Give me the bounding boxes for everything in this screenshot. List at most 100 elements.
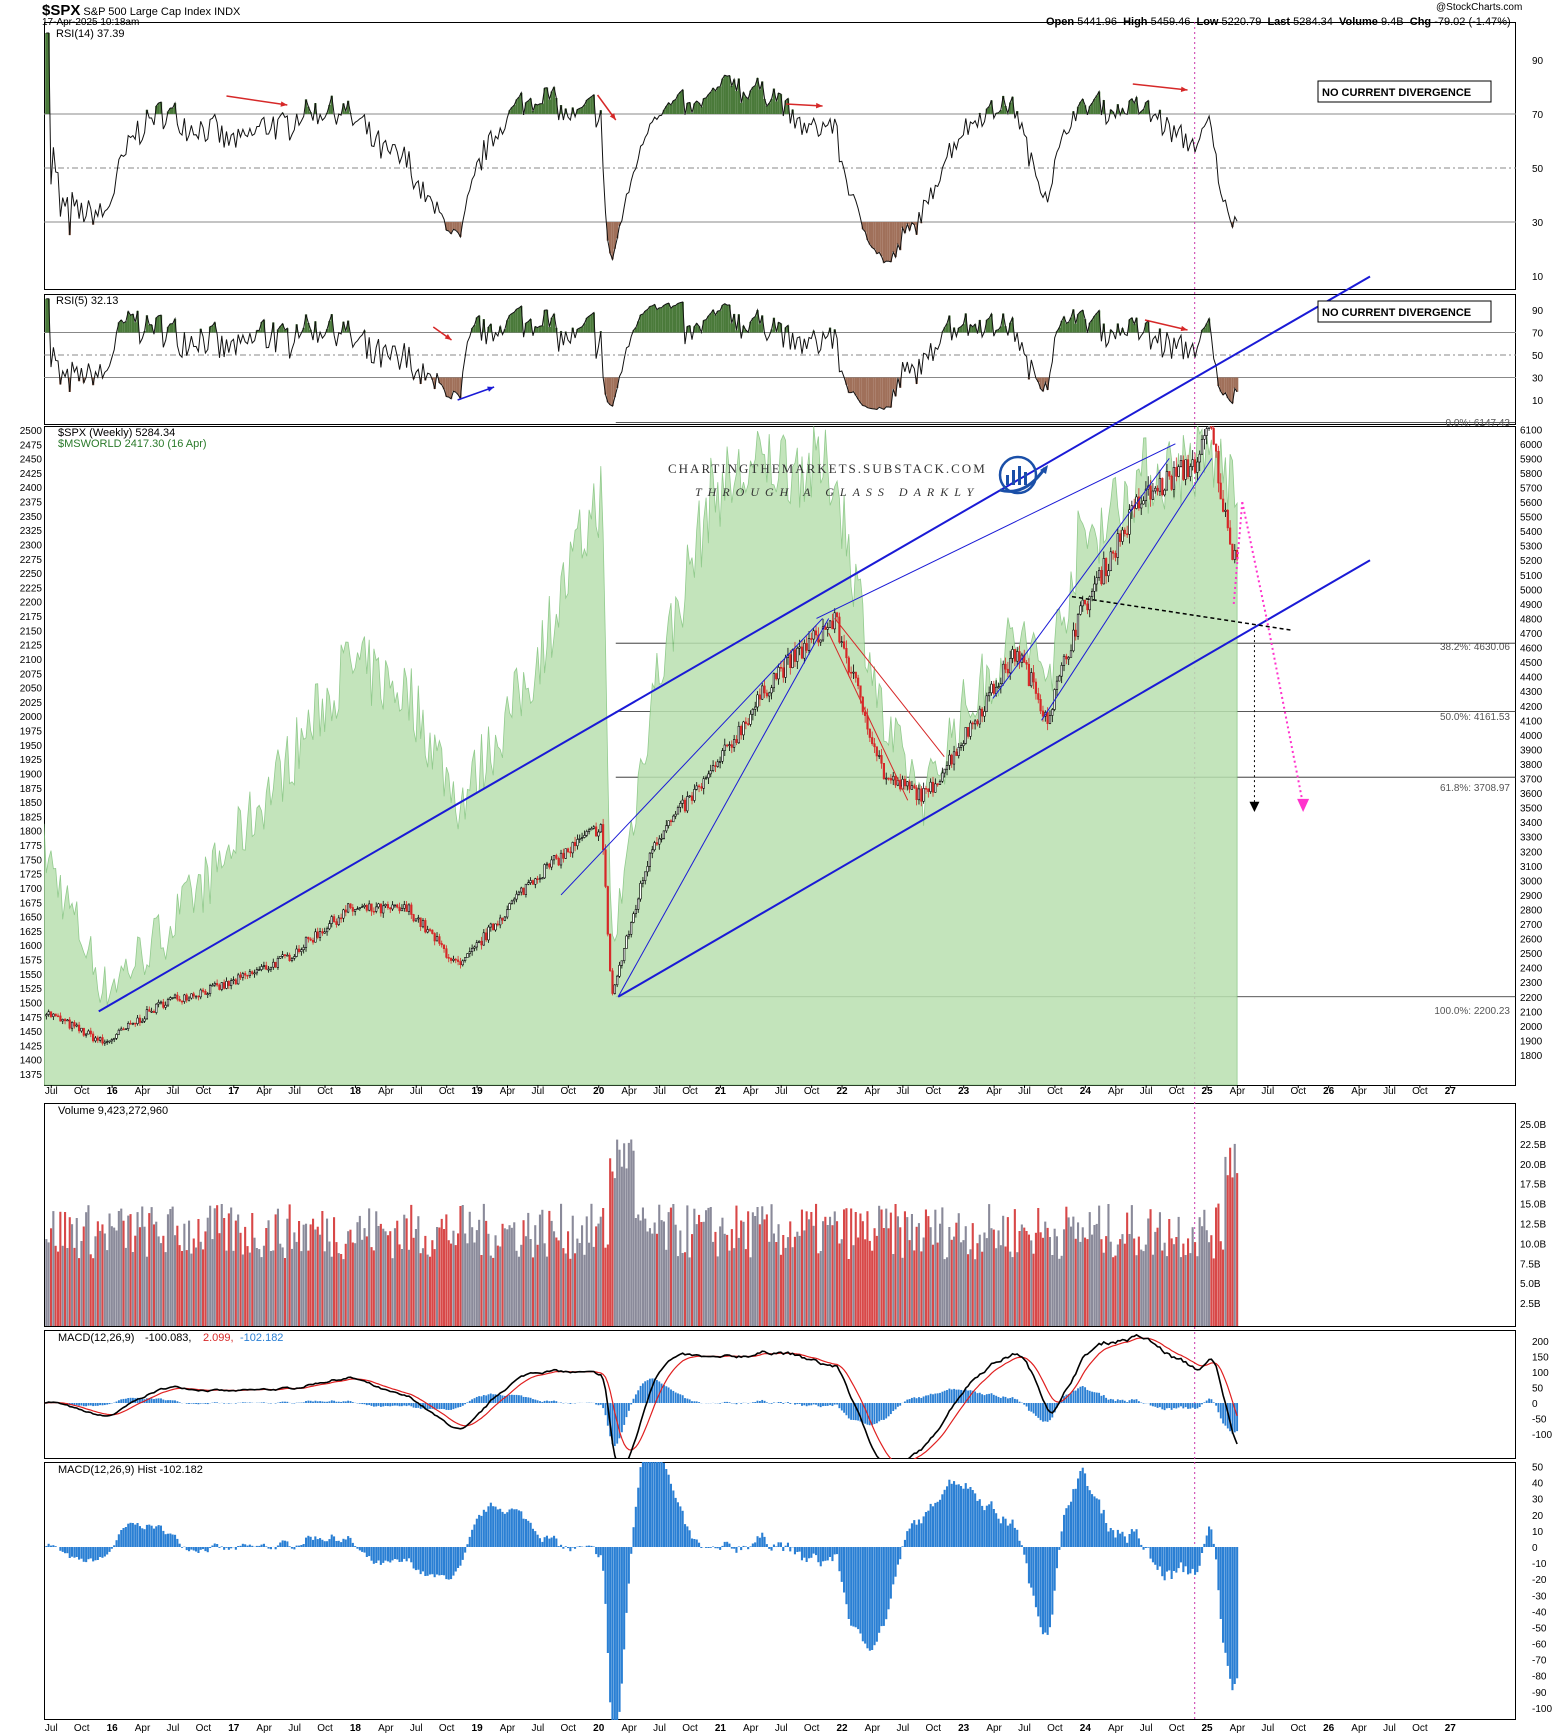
- hist-bar: [927, 1510, 930, 1547]
- volume-bar: [602, 1208, 605, 1326]
- price-right-tick-label: 3800: [1520, 760, 1543, 771]
- spx-candle-body: [805, 642, 808, 651]
- spx-candle-body: [548, 863, 551, 868]
- volume-bar: [861, 1221, 864, 1326]
- spx-candle-body: [389, 907, 392, 910]
- spx-candle-body: [171, 997, 174, 999]
- volume-bar: [882, 1228, 885, 1326]
- hist-bar: [300, 1545, 303, 1547]
- hist-bar: [1226, 1547, 1229, 1666]
- volume-bar: [721, 1217, 724, 1326]
- hist-bar: [616, 1547, 619, 1720]
- volume-bar: [892, 1254, 895, 1326]
- price-right-tick-label: 4800: [1520, 614, 1543, 625]
- hist-bar: [644, 1462, 647, 1547]
- spx-candle-body: [973, 720, 977, 725]
- hist-bar: [1229, 1547, 1232, 1679]
- volume-bar: [262, 1245, 265, 1326]
- spx-candle-body: [1231, 543, 1234, 560]
- volume-bar: [1229, 1147, 1232, 1326]
- hist-bar: [328, 1539, 331, 1547]
- price-left-tick-label: 2200: [20, 598, 43, 609]
- volume-bar: [960, 1242, 963, 1326]
- volume-bar: [316, 1226, 319, 1326]
- volume-bar: [337, 1253, 340, 1326]
- volume-bar: [590, 1203, 593, 1326]
- spx-candle-body: [1229, 527, 1232, 545]
- time-axis-label: Oct: [1047, 1723, 1063, 1734]
- hist-bar: [384, 1547, 387, 1561]
- spx-candle-body: [838, 616, 841, 643]
- spx-candle-body: [1163, 489, 1166, 496]
- spx-candle-body: [875, 746, 878, 757]
- volume-bar: [260, 1257, 263, 1326]
- hist-bar: [414, 1547, 417, 1571]
- volume-bar: [419, 1253, 422, 1326]
- hist-bar: [501, 1511, 504, 1547]
- spx-candle-body: [1076, 614, 1080, 637]
- spx-candle-body: [587, 829, 591, 832]
- spx-candle-body: [1222, 498, 1225, 512]
- hist-bar: [1084, 1473, 1087, 1547]
- time-axis-label: Oct: [1169, 1723, 1185, 1734]
- axis-labels: 9070503010907050301025002475245024252400…: [20, 56, 1553, 1734]
- hist-bar: [314, 1536, 317, 1547]
- volume-bar: [791, 1247, 794, 1326]
- hist-bar: [1233, 1547, 1236, 1684]
- spx-candle-body: [625, 935, 628, 949]
- spx-candle-body: [1030, 672, 1033, 687]
- hist-bar: [763, 1536, 766, 1547]
- volume-bar: [326, 1218, 329, 1326]
- spx-candle-body: [730, 744, 733, 748]
- hist-bar: [789, 1547, 792, 1552]
- volume-bar: [613, 1178, 616, 1326]
- hist-bar: [450, 1547, 453, 1580]
- spx-candle-body: [524, 883, 527, 895]
- volume-bar: [1168, 1219, 1171, 1326]
- volume-bar: [1098, 1205, 1101, 1326]
- hist-bar: [882, 1547, 885, 1626]
- hist-bar: [478, 1514, 481, 1547]
- hist-bar: [131, 1523, 134, 1547]
- volume-bar: [384, 1231, 387, 1326]
- spx-candle-body: [1062, 655, 1066, 666]
- volume-bar: [152, 1224, 155, 1326]
- spx-candle-body: [358, 907, 361, 910]
- hist-bar: [251, 1545, 254, 1547]
- time-axis-label: 24: [1080, 1086, 1092, 1097]
- spx-candle-body: [978, 708, 981, 725]
- volume-bar: [1041, 1237, 1044, 1326]
- hist-bar: [260, 1544, 263, 1547]
- spx-candle-body: [190, 993, 193, 999]
- hist-bar: [468, 1536, 471, 1547]
- volume-bar: [616, 1139, 619, 1326]
- spx-candle-body: [702, 778, 705, 789]
- price-right-tick-label: 4300: [1520, 687, 1543, 698]
- hist-bar: [195, 1547, 198, 1552]
- volume-bar: [113, 1227, 116, 1326]
- spx-candle-body: [852, 671, 855, 674]
- volume-bar: [73, 1247, 76, 1326]
- time-axis-label: 24: [1080, 1723, 1092, 1734]
- volume-bar: [747, 1211, 750, 1326]
- time-axis-label: Apr: [865, 1723, 881, 1734]
- price-left-tick-label: 2100: [20, 655, 43, 666]
- volume-bar: [609, 1158, 612, 1326]
- spx-candle-body: [300, 949, 303, 952]
- volume-bar: [669, 1207, 672, 1326]
- spx-candle-body: [1161, 478, 1164, 496]
- time-axis-label: Jul: [167, 1723, 180, 1734]
- volume-label: Volume: [1339, 16, 1378, 28]
- hist-bar: [924, 1512, 927, 1547]
- hist-bar: [894, 1547, 897, 1577]
- volume-bar: [466, 1243, 469, 1326]
- time-axis-label: Apr: [986, 1086, 1002, 1097]
- pink-projection-target: [1265, 618, 1305, 805]
- volume-bar: [684, 1252, 687, 1326]
- volume-bar: [658, 1204, 661, 1326]
- spx-candle-body: [810, 638, 813, 640]
- spx-candle-body: [61, 1019, 64, 1022]
- price-right-tick-label: 5200: [1520, 556, 1543, 567]
- hist-bar: [997, 1518, 1000, 1547]
